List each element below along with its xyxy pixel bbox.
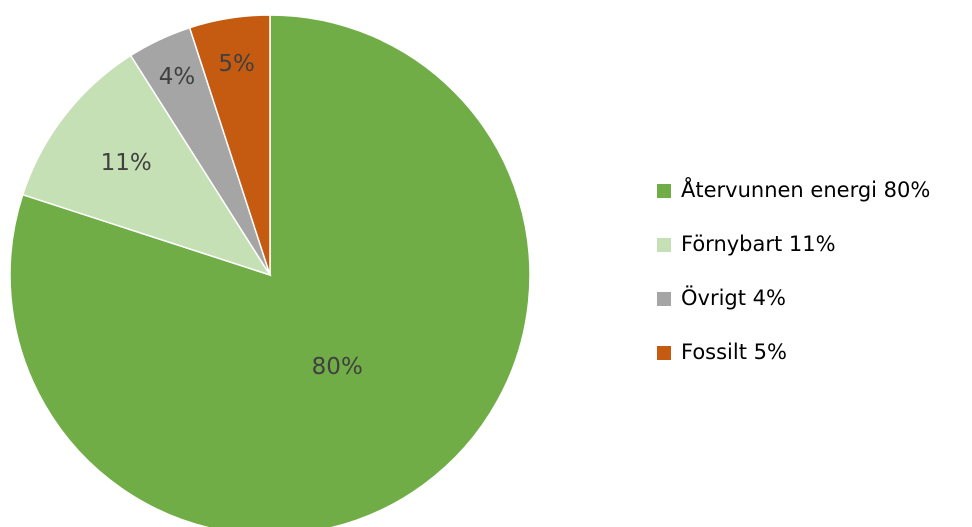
pie-slice-4	[188, 14, 271, 276]
pie-data-labels: 80% 11% 4% 5%	[101, 51, 363, 380]
legend: Återvunnen energi 80% Förnybart 11% Övrigt…	[657, 176, 930, 364]
pie-slice-1	[9, 14, 531, 527]
legend-label-1: Återvunnen energi 80%	[681, 176, 930, 202]
legend-swatch-3	[657, 292, 671, 306]
legend-label-2: Förnybart 11%	[681, 232, 836, 256]
data-label-3: 4%	[159, 64, 196, 90]
data-label-1: 80%	[312, 354, 363, 380]
data-label-4: 5%	[218, 51, 255, 77]
legend-swatch-2	[657, 238, 671, 252]
pie-slices	[9, 14, 531, 527]
legend-swatch-4	[657, 346, 671, 360]
data-label-2: 11%	[101, 150, 152, 176]
pie-slice-2	[21, 54, 272, 277]
legend-label-3: Övrigt 4%	[681, 285, 786, 310]
legend-label-4: Fossilt 5%	[681, 340, 787, 364]
legend-swatch-1	[657, 184, 671, 198]
